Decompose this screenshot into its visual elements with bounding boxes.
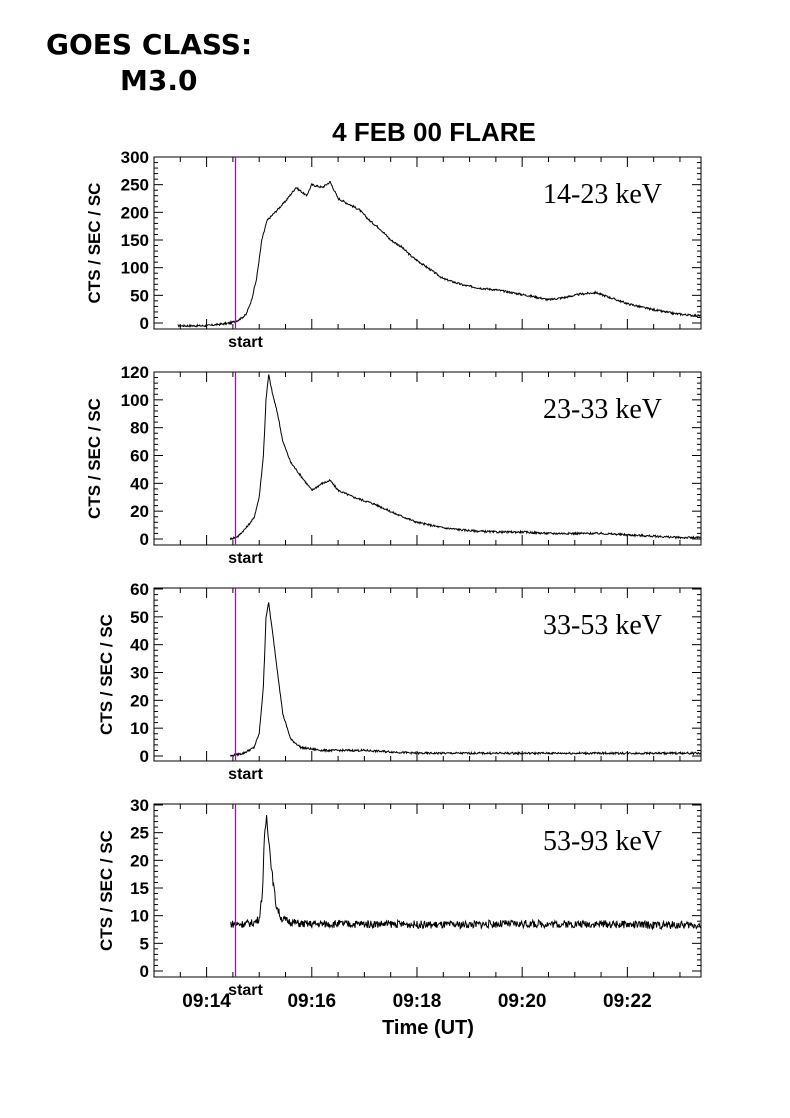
y-tick-label: 30 — [130, 796, 149, 815]
y-tick-label: 80 — [130, 419, 149, 438]
x-tick-label: 09:14 — [182, 991, 231, 1012]
y-tick-label: 150 — [121, 231, 149, 250]
goes-class-value: M3.0 — [120, 64, 198, 97]
series-line — [177, 180, 702, 328]
y-tick-label: 20 — [130, 691, 149, 710]
y-tick-label: 60 — [130, 580, 149, 599]
y-tick-label: 15 — [130, 879, 149, 898]
y-axis-label: CTS / SEC / SC — [97, 830, 116, 951]
x-tick-label: 09:20 — [498, 991, 547, 1012]
chart-title: 4 FEB 00 FLARE — [332, 117, 536, 147]
start-marker-label: start — [228, 334, 263, 351]
x-tick-label: 09:18 — [393, 991, 442, 1012]
start-marker-label: start — [228, 766, 263, 783]
y-tick-label: 0 — [140, 747, 149, 766]
y-tick-label: 20 — [130, 851, 149, 870]
series-line — [229, 374, 702, 541]
y-tick-label: 100 — [121, 391, 149, 410]
y-tick-label: 50 — [130, 286, 149, 305]
series-line — [229, 602, 701, 758]
y-axis-label: CTS / SEC / SC — [85, 398, 104, 519]
x-tick-label: 09:16 — [287, 991, 336, 1012]
x-tick-label: 09:22 — [603, 991, 652, 1012]
y-axis-label: CTS / SEC / SC — [85, 183, 104, 304]
y-tick-label: 250 — [121, 176, 149, 195]
start-marker-label: start — [228, 982, 263, 999]
y-tick-label: 60 — [130, 447, 149, 466]
y-tick-label: 50 — [130, 608, 149, 627]
y-tick-label: 10 — [130, 907, 149, 926]
y-tick-label: 5 — [140, 934, 149, 953]
y-tick-label: 0 — [140, 314, 149, 333]
y-tick-label: 20 — [130, 502, 149, 521]
energy-band-label: 14-23 keV — [543, 179, 662, 210]
plot-frame — [153, 371, 702, 546]
y-tick-label: 40 — [130, 474, 149, 493]
y-tick-label: 30 — [130, 664, 149, 683]
series-line — [229, 815, 702, 931]
y-tick-label: 300 — [121, 148, 149, 167]
y-tick-label: 10 — [130, 719, 149, 738]
y-tick-label: 40 — [130, 636, 149, 655]
panel-3: 0 10 20 30 40 50 60 CTS / SEC / SC start 33-53 ke… — [97, 580, 702, 783]
y-tick-label: 25 — [130, 824, 149, 843]
goes-class-title: GOES CLASS: — [46, 28, 253, 61]
plot-frame — [153, 803, 702, 978]
panel-4: 0 5 10 15 20 25 30 CTS / SEC / SC start 53-93 keV — [97, 796, 702, 999]
y-axis-label: CTS / SEC / SC — [97, 614, 116, 735]
plot-frame — [153, 156, 702, 330]
energy-band-label: 53-93 keV — [543, 826, 662, 857]
plot-frame — [153, 587, 702, 762]
y-tick-label: 0 — [140, 962, 149, 981]
goes-class-label: GOES CLASS: M3.0 — [46, 27, 252, 99]
energy-band-label: 23-33 keV — [543, 394, 662, 425]
y-tick-label: 100 — [121, 259, 149, 278]
panel-1: 0 50 100 150 200 250 300 CTS / SEC / SC start 14-… — [85, 148, 702, 351]
panel-2: 0 20 40 60 80 100 120 CTS / SEC / SC start 23-33 … — [85, 363, 702, 567]
x-axis-label: Time (UT) — [382, 1017, 474, 1039]
start-marker-label: start — [228, 550, 263, 567]
y-tick-label: 200 — [121, 203, 149, 222]
x-tick-labels: 09:14 09:16 09:18 09:20 09:22 — [182, 991, 651, 1012]
y-tick-label: 120 — [121, 363, 149, 382]
y-tick-label: 0 — [140, 530, 149, 549]
energy-band-label: 33-53 keV — [543, 610, 662, 641]
